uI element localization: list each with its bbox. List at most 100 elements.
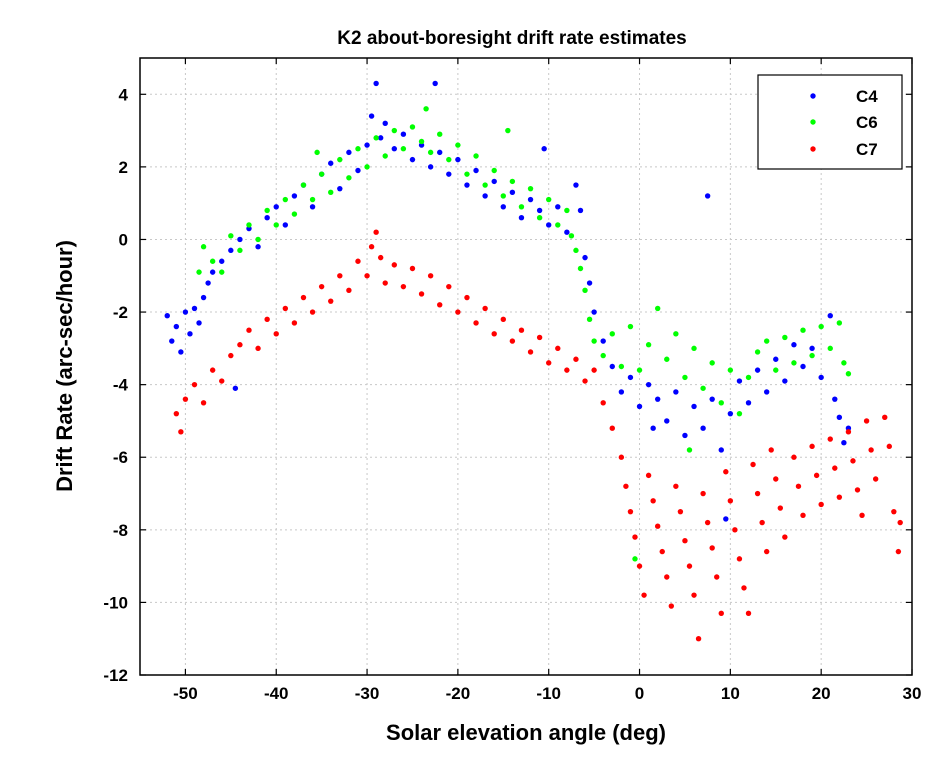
data-point-c4	[704, 193, 711, 199]
data-points	[164, 80, 903, 642]
data-point-c4	[400, 131, 407, 137]
data-point-c7	[282, 305, 289, 312]
data-point-c6	[654, 305, 661, 312]
data-point-c4	[736, 378, 743, 384]
legend-marker-c6	[810, 119, 816, 125]
data-point-c7	[400, 283, 407, 290]
data-point-c7	[714, 574, 720, 580]
data-point-c7	[736, 556, 743, 562]
data-point-c6	[763, 338, 770, 344]
data-point-c6	[196, 269, 202, 275]
data-point-c6	[355, 146, 361, 152]
data-point-c7	[209, 367, 216, 373]
data-point-c6	[645, 342, 652, 348]
data-point-c4	[836, 414, 843, 421]
data-point-c6	[845, 371, 852, 377]
data-point-c6	[636, 367, 643, 373]
data-point-c6	[527, 185, 534, 192]
data-point-c4	[700, 425, 706, 431]
data-point-c6	[237, 247, 243, 254]
data-point-c6	[782, 334, 788, 341]
data-point-c6	[736, 410, 743, 417]
legend-box	[757, 74, 903, 170]
data-point-c6	[337, 156, 343, 163]
y-axis-label: Drift Rate (arc-sec/hour)	[52, 240, 77, 492]
data-point-c6	[437, 131, 443, 137]
data-point-c7	[173, 410, 180, 417]
data-point-c4	[432, 80, 438, 87]
data-point-c4	[627, 374, 634, 381]
data-point-c7	[845, 429, 852, 435]
data-point-c7	[627, 508, 634, 515]
data-point-c7	[895, 548, 902, 555]
data-point-c6	[382, 153, 388, 159]
data-point-c7	[518, 327, 525, 333]
data-point-c4	[509, 189, 516, 195]
data-point-c7	[641, 592, 647, 598]
data-point-c4	[564, 229, 570, 235]
data-point-c6	[500, 193, 506, 199]
y-tick-label: -6	[113, 448, 128, 467]
data-point-c7	[573, 356, 579, 362]
data-point-c6	[473, 153, 479, 159]
data-point-c4	[600, 338, 606, 344]
data-point-c6	[609, 331, 615, 337]
data-point-c6	[418, 138, 425, 145]
data-point-c4	[455, 156, 461, 163]
data-point-c4	[654, 396, 661, 402]
data-point-c4	[173, 323, 180, 330]
data-point-c4	[800, 363, 806, 370]
data-point-c7	[664, 574, 670, 580]
data-point-c7	[368, 244, 375, 250]
data-point-c6	[518, 204, 525, 210]
data-point-c6	[400, 146, 407, 152]
data-point-c7	[291, 320, 298, 326]
data-point-c6	[364, 164, 370, 170]
data-point-c4	[763, 389, 770, 395]
data-point-c7	[546, 360, 552, 366]
data-point-c7	[391, 262, 398, 268]
data-point-c6	[246, 222, 252, 228]
data-point-c4	[237, 236, 243, 243]
data-point-c6	[773, 367, 779, 373]
data-point-c7	[200, 400, 207, 406]
data-point-c7	[300, 294, 307, 301]
data-point-c7	[536, 334, 543, 341]
data-point-c7	[836, 494, 843, 500]
data-point-c4	[541, 146, 547, 152]
data-point-c4	[373, 80, 379, 87]
data-point-c6	[464, 171, 470, 177]
data-point-c7	[328, 298, 334, 304]
data-point-c4	[709, 396, 715, 402]
data-point-c4	[582, 254, 588, 261]
data-point-c4	[645, 381, 652, 388]
data-point-c4	[841, 440, 847, 446]
data-point-c7	[854, 487, 861, 493]
data-point-c7	[650, 498, 656, 504]
data-point-c7	[868, 447, 874, 453]
data-point-c4	[464, 182, 470, 188]
data-point-c6	[718, 400, 724, 406]
data-point-c4	[754, 367, 761, 373]
data-point-c7	[446, 283, 452, 290]
data-point-c6	[682, 374, 688, 381]
data-point-c7	[745, 610, 752, 616]
data-point-c7	[704, 519, 711, 526]
data-point-c4	[832, 396, 838, 402]
data-point-c7	[777, 505, 784, 511]
data-point-c7	[264, 316, 270, 323]
data-point-c7	[872, 476, 879, 482]
data-point-c4	[718, 447, 724, 453]
data-point-c4	[328, 160, 334, 166]
data-point-c6	[228, 233, 234, 239]
y-tick-label: -10	[103, 593, 128, 612]
data-point-c6	[455, 142, 461, 148]
data-point-c7	[623, 483, 629, 489]
x-tick-label: -50	[173, 684, 198, 703]
data-point-c7	[645, 472, 652, 479]
y-tick-label: 0	[119, 230, 128, 249]
data-point-c7	[882, 414, 888, 421]
data-point-c7	[246, 327, 252, 333]
data-point-c6	[586, 316, 593, 323]
